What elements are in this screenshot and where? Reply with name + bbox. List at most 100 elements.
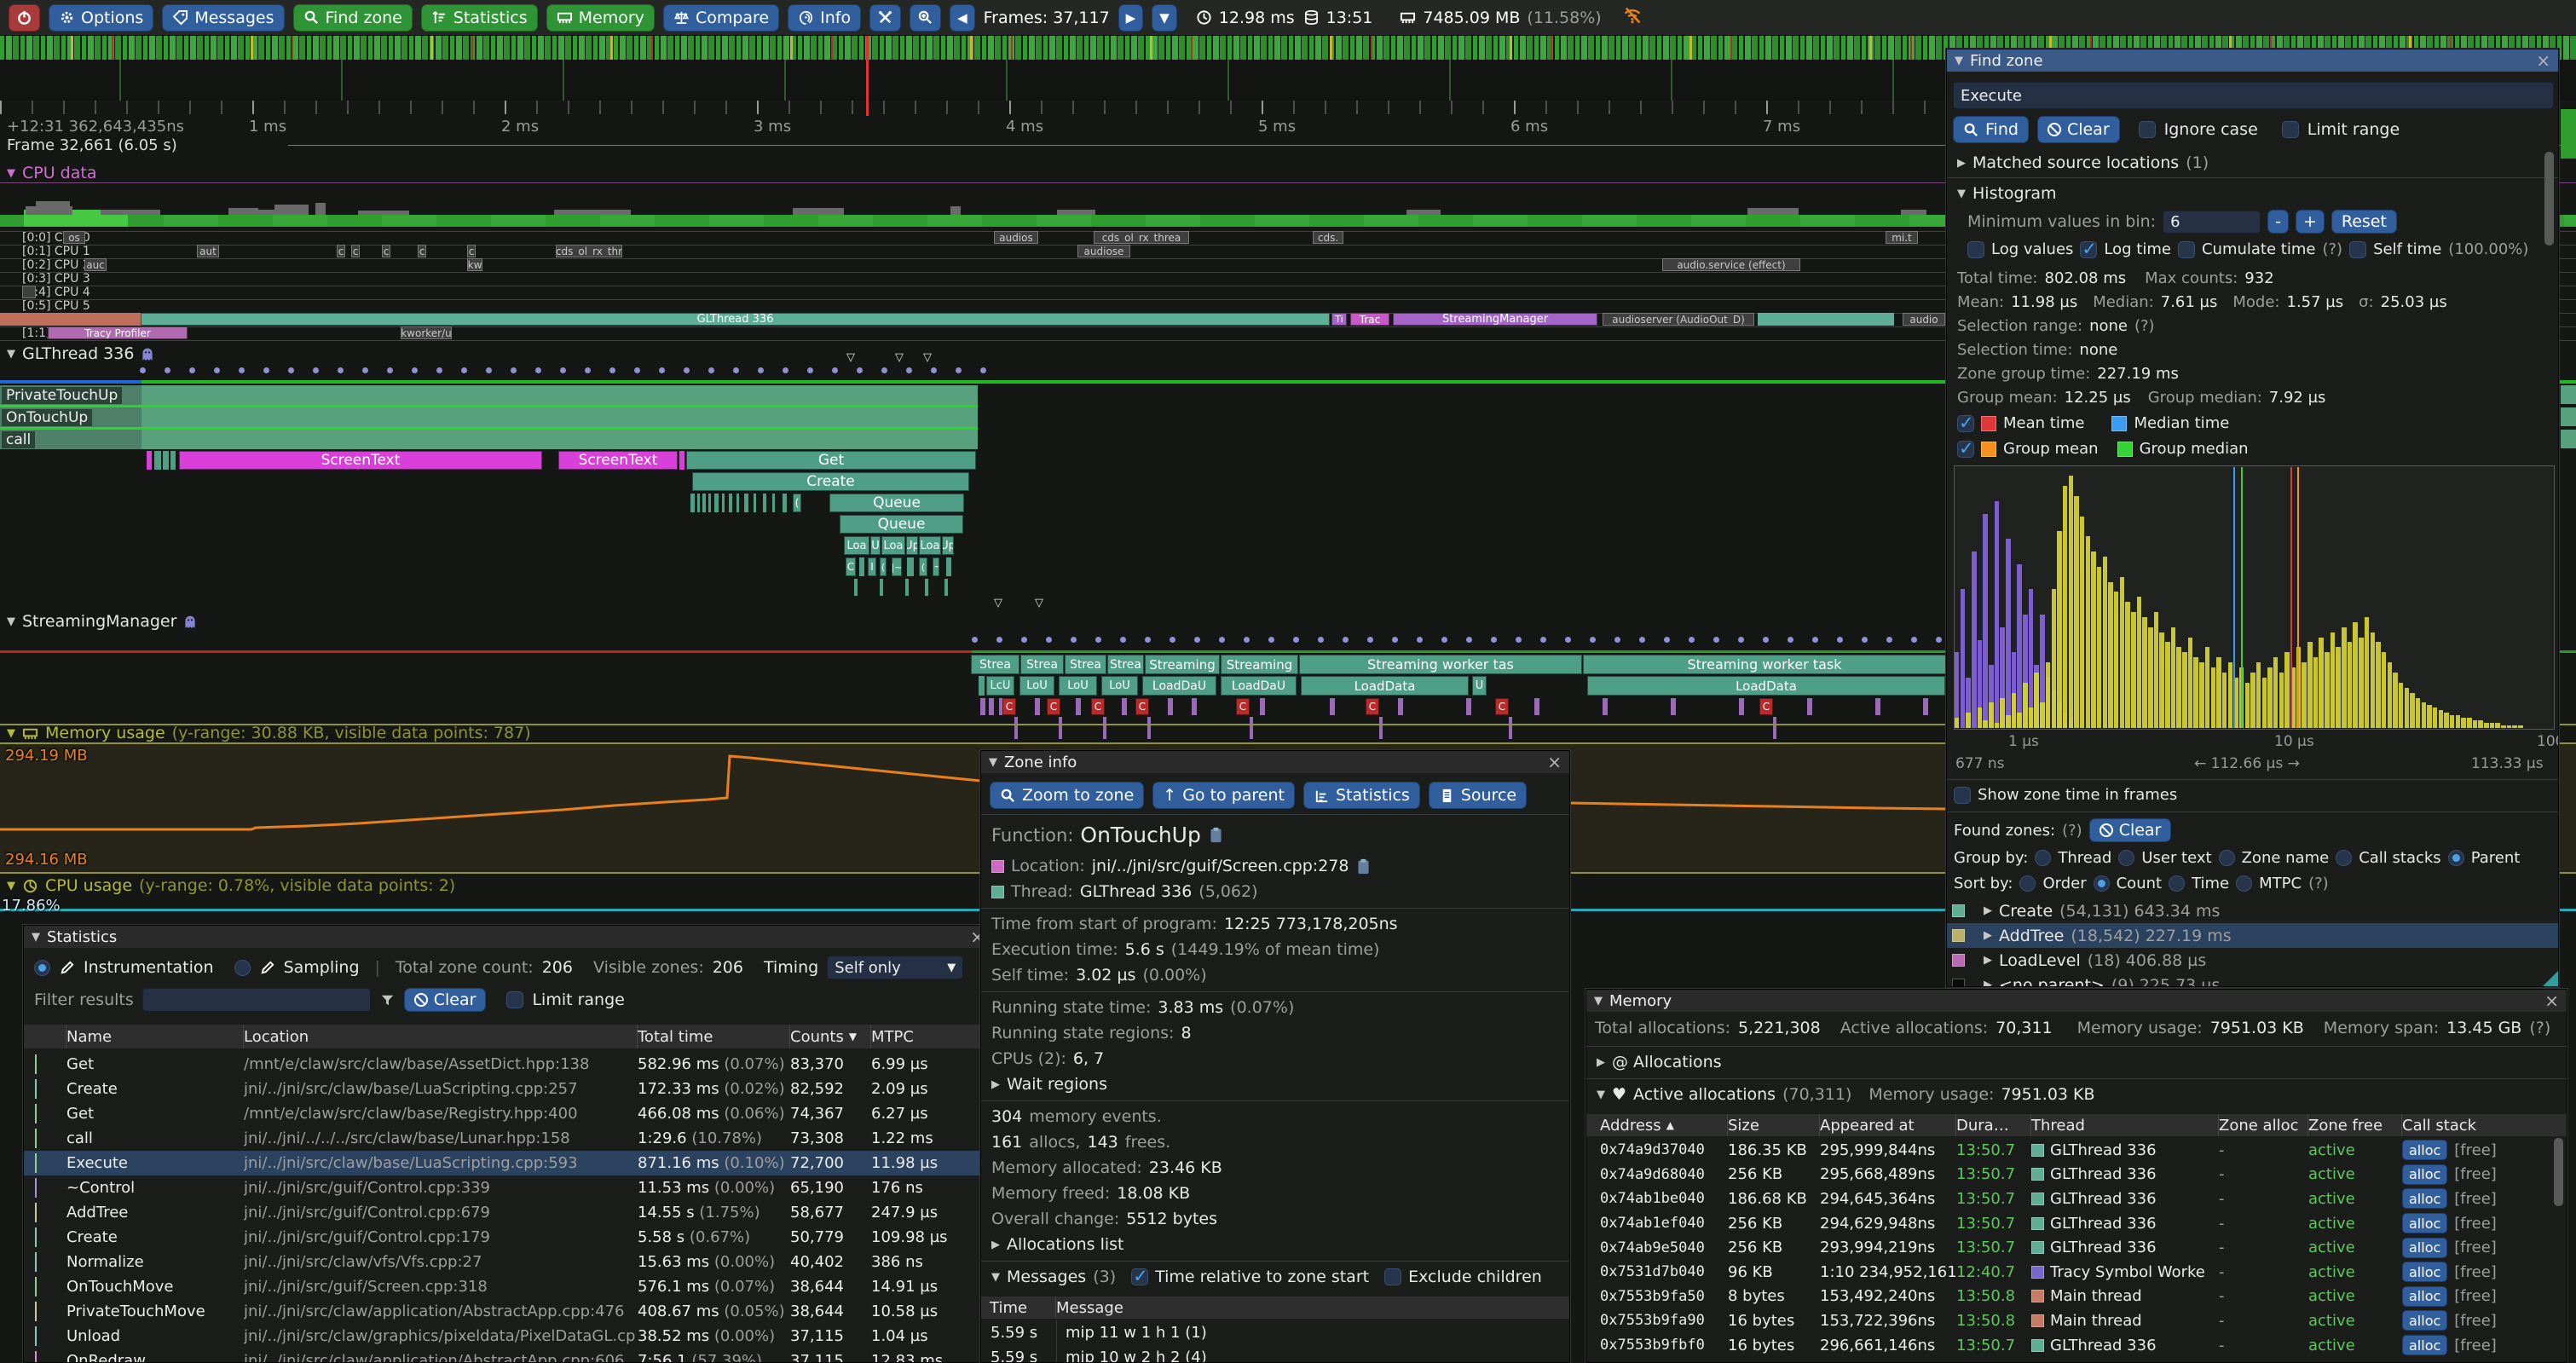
timeline-zone[interactable]: C [846, 557, 856, 576]
location-value[interactable]: jni/../jni/src/guif/Screen.cpp:278 [1091, 857, 1349, 875]
histogram-expander[interactable]: ▼ Histogram [1957, 184, 2057, 203]
timeline-zone[interactable]: LoU [1059, 676, 1097, 696]
statistics-table-row[interactable]: ~Control jni/../jni/src/guif/Control.cpp… [24, 1175, 992, 1200]
timeline-zone[interactable] [697, 494, 700, 512]
memory-table-row[interactable]: 0x74ab1ef040 256 KB 294,629,948ns 13:50.… [1586, 1211, 2567, 1236]
timeline-zone[interactable]: PrivateTouchUp [2, 387, 123, 404]
timeline-zone[interactable]: Ti [1331, 313, 1347, 326]
free-link[interactable]: [free] [2454, 1165, 2497, 1184]
timeline-zone[interactable] [736, 494, 739, 512]
prev-frame-button[interactable]: ◀ [950, 3, 975, 32]
memory-table-row[interactable]: 0x7553b9fa50 8 bytes 153,492,240ns 13:50… [1586, 1285, 2567, 1309]
ghost-zones-icon[interactable] [183, 614, 197, 629]
timeline-zone[interactable] [679, 451, 684, 470]
timeline-zone[interactable]: ScreenText [179, 451, 542, 470]
timeline-zone[interactable]: Streaming [1221, 655, 1298, 674]
timeline-zone[interactable]: Up [906, 536, 918, 555]
timeline-zone[interactable] [859, 557, 864, 576]
timeline-zone[interactable] [763, 494, 766, 512]
info-button[interactable]: Info [788, 3, 862, 32]
ignore-case-label[interactable]: Ignore case [2163, 120, 2258, 139]
timeline-zone[interactable] [142, 385, 978, 405]
column-appeared-at[interactable]: Appeared at [1820, 1114, 1956, 1136]
group-by-option[interactable]: User text [2118, 849, 2212, 867]
timeline-zone[interactable]: Get [686, 451, 976, 470]
sort-by-option[interactable]: Count [2093, 875, 2162, 892]
timeline-zone[interactable]: aut [197, 245, 219, 257]
close-icon[interactable]: × [2544, 990, 2559, 1011]
timeline-zone[interactable] [1168, 698, 1173, 715]
limit-range-label[interactable]: Limit range [532, 990, 625, 1009]
collapse-triangle-icon[interactable]: ▼ [991, 1270, 1000, 1284]
clear-button[interactable]: Clear [2036, 116, 2120, 143]
timeline-zone[interactable] [854, 579, 858, 596]
clear-filter-button[interactable]: Clear [403, 988, 487, 1012]
timeline-zone[interactable] [905, 579, 909, 596]
memory-button[interactable]: Memory [546, 3, 655, 32]
clipboard-icon[interactable] [1208, 827, 1224, 843]
timeline-zone[interactable] [1260, 698, 1265, 715]
timeline-zone[interactable]: I [868, 557, 876, 576]
find-zone-title-bar[interactable]: ▼ Find zone × [1947, 49, 2558, 72]
timeline-zone[interactable] [0, 313, 141, 326]
timeline-zone[interactable]: c [418, 245, 426, 257]
collapse-triangle-icon[interactable]: ▼ [32, 930, 40, 944]
find-zone-button[interactable]: Find zone [292, 3, 413, 32]
column-size[interactable]: Size [1728, 1114, 1820, 1136]
timeline-zone[interactable]: Loa [881, 536, 905, 555]
streaming-section-header[interactable]: ▼ StreamingManager [7, 612, 197, 631]
timeline-zone[interactable]: LcU [986, 676, 1014, 696]
sort-by-option[interactable]: Order [2019, 875, 2087, 892]
timeline-zone[interactable] [907, 557, 914, 576]
statistics-table-row[interactable]: Normalize jni/../jni/src/claw/vfs/Vfs.cp… [24, 1250, 992, 1274]
group-by-option[interactable]: Zone name [2218, 849, 2329, 867]
statistics-table-row[interactable]: Create jni/../jni/src/guif/Control.cpp:1… [24, 1225, 992, 1250]
timeline-zone[interactable] [1923, 698, 1928, 715]
timeline-zone[interactable] [925, 579, 928, 596]
radio-icon[interactable] [2118, 850, 2135, 866]
timeline-zone[interactable]: c [467, 245, 476, 257]
timeline-zone[interactable] [1076, 698, 1081, 715]
cpu-data-section-header[interactable]: ▼ CPU data [7, 164, 96, 182]
found-zone-row[interactable]: ▶ AddTree (18,542) 227.19 ms [1947, 923, 2558, 948]
found-zone-row[interactable]: ▶ Create (54,131) 643.34 ms [1947, 898, 2558, 923]
log-values-checkbox[interactable] [1967, 240, 1984, 258]
cumulate-time-label[interactable]: Cumulate time [2201, 240, 2316, 258]
timeline-zone[interactable]: Strea [1107, 655, 1144, 674]
timeline-zone[interactable]: kworker/u [401, 326, 452, 339]
options-button[interactable]: Options [49, 3, 154, 32]
self-time-checkbox[interactable] [2349, 240, 2367, 258]
timeline-zone[interactable] [2561, 407, 2576, 426]
clipboard-icon[interactable] [1355, 858, 1372, 875]
memory-table-row[interactable]: 0x74a9d68040 256 KB 295,668,489ns 13:50.… [1586, 1163, 2567, 1187]
exclude-children-label[interactable]: Exclude children [1408, 1268, 1542, 1286]
timeline-zone[interactable]: LoU [1101, 676, 1138, 696]
timeline-zone[interactable] [1603, 698, 1608, 715]
timeline-zone[interactable] [2561, 109, 2576, 159]
help-icon[interactable]: (?) [2322, 240, 2343, 258]
alloc-button[interactable]: alloc [2402, 1335, 2448, 1356]
timeline-zone[interactable]: LoadDaU [1221, 676, 1297, 696]
statistics-table-row[interactable]: OnRedraw jni/../jni/src/claw/application… [24, 1349, 992, 1362]
timeline-zone[interactable] [1739, 698, 1744, 715]
timeline-zone[interactable] [0, 650, 972, 653]
find-zone-scrollbar[interactable] [2544, 152, 2554, 245]
timeline-zone[interactable] [972, 650, 2576, 653]
collapse-triangle-icon[interactable]: ▼ [7, 347, 15, 361]
group-by-option[interactable]: Parent [2447, 849, 2520, 867]
timeline-zone[interactable]: LoadData [1301, 676, 1469, 696]
radio-icon[interactable] [2236, 875, 2253, 892]
timeline-zone[interactable]: audio [1903, 313, 1945, 326]
help-icon[interactable]: (?) [2062, 821, 2082, 840]
radio-icon[interactable] [2093, 875, 2110, 892]
timeline-zone[interactable]: U [1472, 676, 1487, 696]
zone-time-in-frames-label[interactable]: Show zone time in frames [1978, 786, 2178, 804]
timeline-zone[interactable]: audios [994, 231, 1038, 244]
timeline-zone[interactable]: |~ [933, 557, 939, 576]
statistics-table-row[interactable]: Unload jni/../jni/src/claw/graphics/pixe… [24, 1324, 992, 1349]
median-time-label[interactable]: Median time [2134, 414, 2230, 432]
column-thread[interactable]: Thread [2031, 1114, 2219, 1136]
go-to-parent-button[interactable]: ↑ Go to parent [1152, 782, 1295, 809]
timeline-zone[interactable]: ( [793, 494, 801, 512]
column-duration[interactable]: Dura… [1956, 1114, 2031, 1136]
